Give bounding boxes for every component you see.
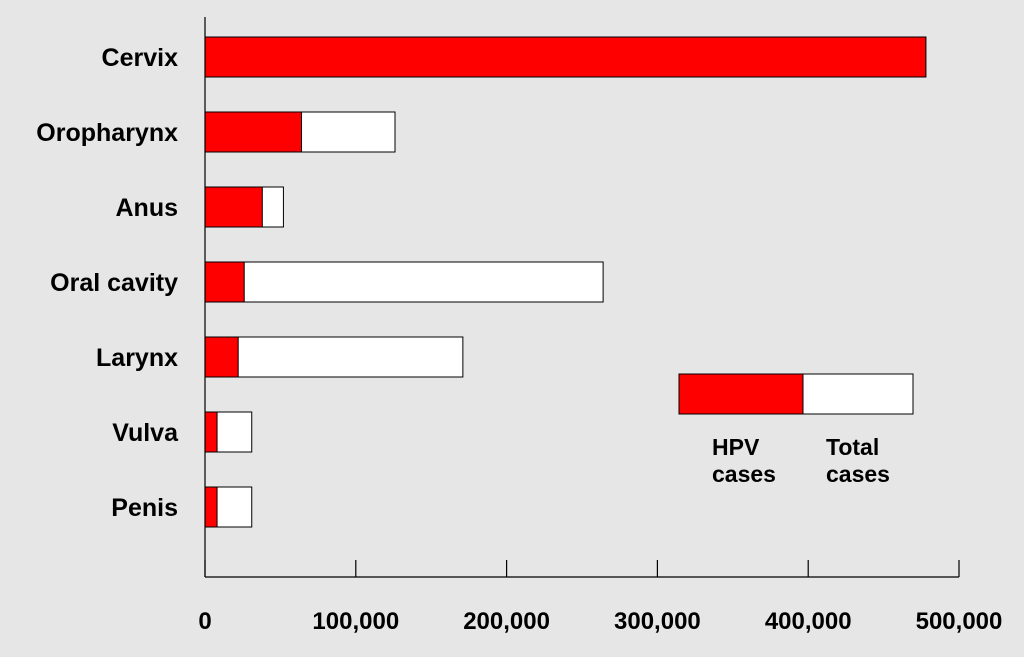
category-labels: Cervix Oropharynx Anus Oral cavity Larynx Vul…	[36, 44, 179, 522]
bar-hpv-vulva	[204, 411, 218, 453]
bar-hpv-anus	[204, 186, 263, 228]
category-label-oropharynx: Oropharynx	[36, 119, 178, 147]
bar-total-oral-cavity	[204, 261, 604, 303]
bar-hpv-cervix	[204, 36, 927, 78]
legend-swatch-hpv	[678, 373, 804, 415]
legend-label-total-line1: Total	[826, 434, 879, 460]
category-label-oral-cavity: Oral cavity	[50, 269, 178, 297]
x-tick-label-200000: 200,000	[463, 608, 550, 635]
legend-label-hpv-line2: cases	[712, 461, 776, 487]
category-label-anus: Anus	[116, 194, 179, 222]
legend-label-hpv-line1: HPV	[712, 434, 760, 460]
bar-hpv-oral-cavity	[204, 261, 245, 303]
bar-total-larynx	[204, 336, 464, 378]
x-tick-label-100000: 100,000	[312, 608, 399, 635]
category-label-cervix: Cervix	[102, 44, 179, 72]
axes-layer: 0 100,000 200,000 300,000 400,000 500,000	[198, 17, 1002, 635]
category-label-penis: Penis	[111, 494, 178, 522]
x-tick-label-300000: 300,000	[614, 608, 701, 635]
x-tick-label-0: 0	[198, 608, 211, 635]
bar-hpv-oropharynx	[204, 111, 303, 153]
x-tick-label-400000: 400,000	[765, 608, 852, 635]
bar-hpv-larynx	[204, 336, 239, 378]
bar-hpv-penis	[204, 486, 218, 528]
bars-layer	[204, 36, 927, 528]
legend-label-total-line2: cases	[826, 461, 890, 487]
category-label-vulva: Vulva	[112, 419, 179, 447]
category-label-larynx: Larynx	[96, 344, 178, 372]
x-tick-label-500000: 500,000	[916, 608, 1003, 635]
